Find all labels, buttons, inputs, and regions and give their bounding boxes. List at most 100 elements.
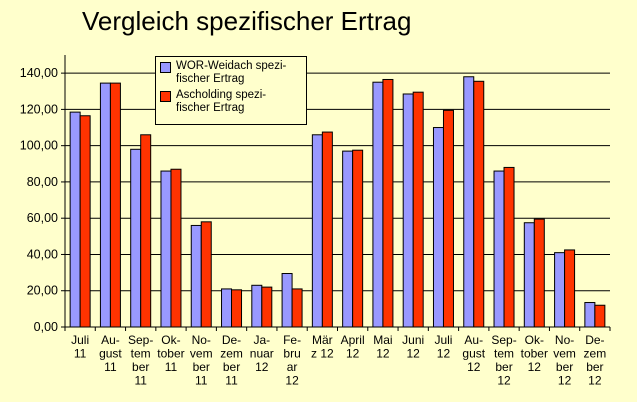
- x-tick-label: Au-gust 12: [462, 333, 485, 374]
- x-tick-label-line: 11: [104, 360, 117, 374]
- x-tick-label-line: ar: [287, 360, 298, 374]
- x-tick-label: Ok-tober 12: [521, 333, 548, 374]
- x-tick-label-line: tober: [521, 347, 548, 361]
- legend-label-line: fischer Ertrag: [176, 102, 245, 114]
- legend-label-line: fischer Ertrag: [176, 73, 245, 85]
- bar-series-2: [109, 82, 121, 328]
- x-tick-label-line: Juli: [434, 333, 452, 347]
- bar-series-1: [311, 134, 323, 328]
- x-tick-label-line: 11: [134, 374, 147, 388]
- x-tick-label-line: z 12: [311, 347, 334, 361]
- x-tick-label-line: Ok-: [525, 333, 544, 347]
- y-tick-label: 140,00: [20, 66, 58, 80]
- y-tick-label: 40,00: [27, 247, 58, 261]
- y-tick-label: 60,00: [27, 211, 58, 225]
- y-tick-label: 80,00: [27, 175, 58, 189]
- x-tick-label-line: Juli: [71, 333, 89, 347]
- x-tick-label-line: 12: [285, 374, 299, 388]
- x-tick-label-line: gust: [462, 347, 485, 361]
- x-tick-label-line: vem: [553, 347, 576, 361]
- x-tick-label-line: 11: [225, 374, 238, 388]
- x-tick-label-line: tem: [494, 347, 514, 361]
- x-tick-label-line: 12: [376, 347, 390, 361]
- x-tick-label-line: 12: [346, 347, 360, 361]
- bar-series-2: [564, 249, 576, 328]
- x-tick-label-line: De-: [222, 333, 241, 347]
- x-tick-label-line: No-: [555, 333, 574, 347]
- x-tick-label-line: ber: [495, 360, 512, 374]
- bar-series-2: [79, 115, 91, 328]
- bar-series-2: [533, 218, 545, 328]
- x-tick-label-line: nuar: [250, 347, 274, 361]
- y-tick-label: 120,00: [20, 102, 58, 116]
- legend-label-series-2: Ascholding spezi- fischer Ertrag: [176, 89, 266, 115]
- x-tick-label-line: 12: [497, 374, 511, 388]
- x-tick-label-line: ber: [586, 360, 603, 374]
- chart-title: Vergleich spezifischer Ertrag: [82, 6, 412, 36]
- legend-label-line: Ascholding spezi-: [176, 89, 267, 101]
- legend-label-line: WOR-Weidach spezi-: [176, 60, 287, 72]
- bar-series-1: [99, 82, 111, 328]
- x-tick-label-line: 11: [195, 374, 208, 388]
- x-tick-label-line: Au-: [464, 333, 483, 347]
- x-tick-label-line: 12: [255, 360, 269, 374]
- y-tick-labels: 0,00 20,00 40,00 60,00 80,00 100,00 120,00 140,…: [20, 66, 58, 334]
- x-tick-label-line: April: [341, 333, 365, 347]
- x-tick-label-line: De-: [585, 333, 604, 347]
- bar-series-2: [261, 286, 273, 328]
- bar-series-1: [523, 222, 535, 328]
- x-tick-label: De-zem ber 12: [584, 333, 607, 388]
- bar-series-1: [402, 93, 414, 328]
- x-tick-label-line: vem: [190, 347, 213, 361]
- x-tick-label: April 12: [341, 333, 365, 361]
- x-tick-label-line: Mär: [312, 333, 333, 347]
- x-tick-label-line: ber: [132, 360, 149, 374]
- x-tick-label: No-vem ber 12: [553, 333, 576, 388]
- bar-series-1: [190, 224, 202, 328]
- x-tick-label-line: Juni: [402, 333, 424, 347]
- legend-item-series-2: Ascholding spezi- fischer Ertrag: [160, 89, 302, 115]
- x-tick-label-line: tem: [131, 347, 151, 361]
- x-tick-label-line: ber: [223, 360, 240, 374]
- bar-series-2: [382, 78, 394, 328]
- x-tick-label-line: Au-: [101, 333, 120, 347]
- bar-series-2: [412, 91, 424, 328]
- bar-series-1: [130, 148, 142, 328]
- x-tick-label: Ja-nuar 12: [250, 333, 274, 374]
- y-tick-label: 0,00: [34, 320, 58, 334]
- bar-series-2: [170, 168, 182, 328]
- x-tick-label: Fe-bru ar 12: [283, 333, 301, 388]
- bar-series-1: [554, 252, 566, 328]
- legend-item-series-1: WOR-Weidach spezi- fischer Ertrag: [160, 60, 302, 86]
- x-tick-label-line: zem: [220, 347, 243, 361]
- axes: [64, 55, 611, 331]
- bar-series-1: [160, 170, 172, 328]
- x-tick-label: Juli 12: [434, 333, 452, 361]
- legend-swatch-series-1: [160, 62, 171, 73]
- x-tick-label-line: 12: [558, 374, 572, 388]
- y-tick-label: 20,00: [27, 284, 58, 298]
- x-tick-label-line: 11: [74, 347, 87, 361]
- legend-swatch-series-2: [160, 91, 171, 102]
- x-tick-label: Sep-tem ber 12: [491, 333, 516, 388]
- x-tick-label-line: bru: [283, 347, 300, 361]
- bar-series-1: [493, 170, 505, 328]
- x-tick-label-line: Ja-: [253, 333, 270, 347]
- x-tick-label: De-zem ber 11: [220, 333, 243, 388]
- bar-series-1: [372, 81, 384, 328]
- x-tick-label: Juni 12: [402, 333, 424, 361]
- bar-series-1: [281, 273, 293, 328]
- x-tick-label-line: Sep-: [128, 333, 153, 347]
- x-tick-label-line: 12: [528, 360, 542, 374]
- x-tick-label-line: ber: [193, 360, 210, 374]
- x-tick-label-line: gust: [99, 347, 122, 361]
- bar-series-2: [231, 289, 243, 328]
- x-tick-label-line: Ok-: [161, 333, 180, 347]
- bar-series-1: [251, 284, 263, 328]
- x-tick-label-line: No-: [192, 333, 211, 347]
- x-tick-label-line: 12: [437, 347, 451, 361]
- x-tick-label-line: Fe-: [283, 333, 301, 347]
- bar-series-1: [463, 76, 475, 328]
- x-tick-label: Juli 11: [71, 333, 89, 361]
